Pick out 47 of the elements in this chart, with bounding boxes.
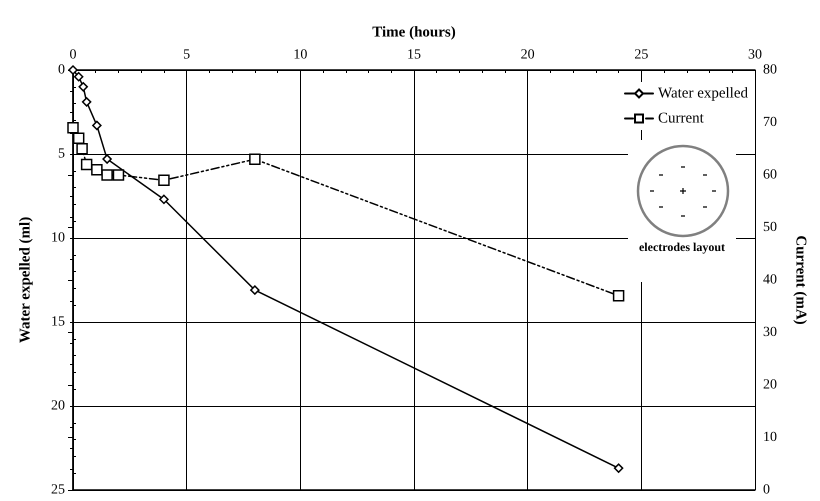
point	[614, 463, 624, 473]
point	[158, 174, 170, 186]
x-tick-label: 25	[634, 48, 648, 62]
point	[76, 143, 88, 154]
point	[91, 164, 103, 176]
y2-axis-title: Current (mA)	[792, 235, 808, 325]
y-tick-label: 10	[51, 230, 65, 246]
point	[78, 82, 88, 92]
point	[102, 154, 112, 164]
y2-tick-label: 0	[763, 482, 770, 498]
x-axis-title: Time (hours)	[372, 24, 456, 40]
x-tick-label: 10	[293, 48, 308, 62]
point	[92, 120, 102, 130]
point	[612, 290, 624, 302]
y-tick-label: 20	[51, 398, 65, 414]
y2-tick-label: 40	[763, 272, 777, 288]
y2-tick-label: 50	[763, 220, 777, 235]
point	[72, 132, 84, 144]
x-tick-label: 15	[407, 48, 421, 62]
y-tick-label: 0	[58, 62, 65, 78]
y2-tick-label: 70	[763, 115, 777, 130]
x-tick-label: 5	[183, 48, 190, 62]
y-axis-title: Water expelled (ml)	[18, 216, 34, 344]
y-tick-label: 5	[58, 146, 65, 162]
point	[250, 285, 260, 295]
x-tick-label: 30	[748, 48, 762, 62]
legend-label: Current	[658, 110, 705, 126]
point	[74, 72, 84, 82]
point	[82, 97, 92, 107]
x-tick-label: 0	[70, 48, 76, 62]
electrode-layout-diagram: electrodes layout	[628, 140, 736, 282]
legend-label: Water expelled	[658, 86, 748, 102]
x-tick-label: 20	[520, 48, 535, 62]
y2-tick-label: 10	[763, 430, 777, 445]
y2-tick-label: 80	[763, 62, 777, 78]
point	[159, 194, 169, 204]
annotation: electrodes layout	[638, 240, 726, 254]
y2-tick-label: 60	[763, 168, 777, 182]
point	[112, 169, 124, 181]
point	[249, 154, 261, 165]
y-tick-label: 15	[51, 314, 65, 330]
y2-tick-label: 20	[763, 378, 777, 392]
y-tick-label: 25	[51, 482, 65, 498]
y2-tick-label: 30	[763, 325, 777, 340]
point	[80, 158, 92, 170]
point	[67, 122, 79, 134]
point	[101, 169, 113, 181]
